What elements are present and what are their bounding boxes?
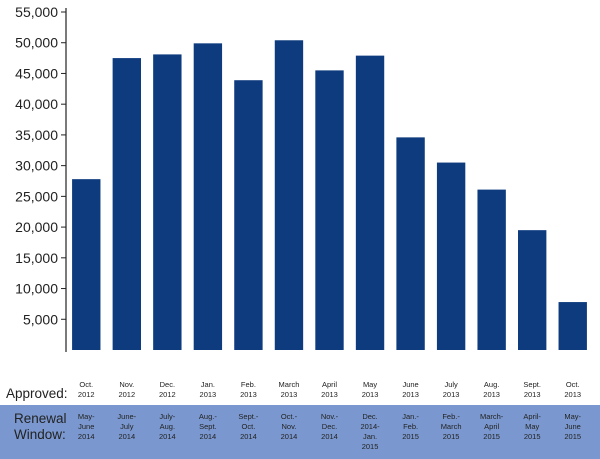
bar xyxy=(558,302,587,350)
approved-month-label: Nov. xyxy=(119,380,134,389)
approved-month-label: 2013 xyxy=(402,390,419,399)
approved-month-label: July xyxy=(444,380,458,389)
renewal-window-label: 2014 xyxy=(281,432,298,441)
approved-month-label: 2013 xyxy=(443,390,460,399)
approved-month-label: Feb. xyxy=(241,380,256,389)
renewal-window-label: Feb. xyxy=(403,422,418,431)
approved-month-label: 2012 xyxy=(78,390,95,399)
renewal-window-label: 2015 xyxy=(443,432,460,441)
approved-month-label: 2013 xyxy=(483,390,500,399)
bar xyxy=(518,230,547,350)
approved-month-label: 2013 xyxy=(524,390,541,399)
bar xyxy=(436,162,466,350)
renewal-row-label: Window: xyxy=(14,427,66,442)
renewal-window-label: 2014 xyxy=(240,432,257,441)
renewal-window-label: April xyxy=(484,422,499,431)
renewal-window-label: June xyxy=(565,422,581,431)
renewal-window-label: Nov.- xyxy=(321,412,339,421)
renewal-window-label: Aug.- xyxy=(199,412,217,421)
renewal-window-label: 2014 xyxy=(159,432,176,441)
approved-month-label: 2012 xyxy=(159,390,176,399)
bar xyxy=(355,55,385,351)
y-tick-label: 10,000 xyxy=(15,281,58,297)
renewal-window-label: 2014 xyxy=(78,432,95,441)
y-tick-label: 40,000 xyxy=(15,96,58,112)
renewal-window-label: July- xyxy=(159,412,175,421)
renewal-window-label: 2014 xyxy=(118,432,135,441)
renewal-window-label: Jan. xyxy=(363,432,377,441)
renewal-window-label: July xyxy=(120,422,134,431)
renewal-window-label: June xyxy=(78,422,94,431)
renewal-row: RenewalWindow:May-June2014June-July2014J… xyxy=(14,411,582,451)
renewal-window-label: March xyxy=(441,422,462,431)
renewal-window-band xyxy=(0,405,600,459)
bar xyxy=(274,40,304,350)
renewal-window-label: Feb.- xyxy=(442,412,460,421)
renewal-row-label: Renewal xyxy=(14,411,67,426)
bar xyxy=(477,189,506,350)
renewal-window-label: 2014 xyxy=(321,432,338,441)
bar xyxy=(315,70,344,350)
renewal-window-label: Dec. xyxy=(322,422,337,431)
renewal-window-label: May- xyxy=(78,412,95,421)
renewal-window-label: 2015 xyxy=(483,432,500,441)
y-tick-label: 20,000 xyxy=(15,219,58,235)
bar xyxy=(153,54,182,351)
approved-month-label: 2013 xyxy=(281,390,298,399)
approved-row-label: Approved: xyxy=(6,386,68,401)
approved-month-label: Jan. xyxy=(201,380,215,389)
approved-month-label: April xyxy=(322,380,337,389)
y-tick-label: 55,000 xyxy=(15,4,58,20)
renewal-window-label: May- xyxy=(564,412,581,421)
renewal-window-label: 2015 xyxy=(524,432,541,441)
renewal-window-label: Dec. xyxy=(362,412,377,421)
bar xyxy=(396,137,425,350)
y-axis: 5,000 10,000 15,000 20,000 25,000 30,000 35,00… xyxy=(15,4,67,352)
bar xyxy=(234,80,263,351)
approved-month-label: 2013 xyxy=(200,390,217,399)
renewal-window-label: 2015 xyxy=(402,432,419,441)
y-tick-label: 45,000 xyxy=(15,65,58,81)
renewal-window-label: April- xyxy=(523,412,541,421)
approved-month-label: 2013 xyxy=(362,390,379,399)
renewal-window-label: March- xyxy=(480,412,504,421)
approved-month-label: Aug. xyxy=(484,380,499,389)
approved-month-label: May xyxy=(363,380,377,389)
renewal-window-label: May xyxy=(525,422,539,431)
y-tick-label: 25,000 xyxy=(15,188,58,204)
bars xyxy=(72,40,587,351)
renewal-window-label: 2014- xyxy=(360,422,380,431)
approved-month-label: Sept. xyxy=(523,380,541,389)
renewal-window-label: June- xyxy=(117,412,136,421)
renewal-window-label: 2014 xyxy=(200,432,217,441)
renewal-window-label: 2015 xyxy=(564,432,581,441)
approved-row: Approved:Oct.2012Nov.2012Dec.2012Jan.201… xyxy=(6,380,581,401)
renewal-window-label: Jan.- xyxy=(402,412,419,421)
y-tick-label: 35,000 xyxy=(15,127,58,143)
renewal-window-label: Nov. xyxy=(282,422,297,431)
approved-month-label: 2013 xyxy=(240,390,257,399)
approved-month-label: Oct. xyxy=(79,380,93,389)
approved-month-label: June xyxy=(402,380,418,389)
bar xyxy=(193,43,223,350)
y-tick-label: 5,000 xyxy=(23,311,58,327)
bar xyxy=(72,179,101,350)
approved-month-label: 2013 xyxy=(564,390,581,399)
y-tick-label: 30,000 xyxy=(15,158,58,174)
approved-month-label: 2013 xyxy=(321,390,338,399)
renewal-window-label: Oct.- xyxy=(281,412,298,421)
renewal-window-label: Sept. xyxy=(199,422,217,431)
approved-month-label: Dec. xyxy=(160,380,175,389)
renewal-window-label: Oct. xyxy=(242,422,256,431)
y-tick-label: 50,000 xyxy=(15,35,58,51)
approved-month-label: 2012 xyxy=(118,390,135,399)
renewal-window-label: Sept.- xyxy=(238,412,259,421)
renewal-window-label: Aug. xyxy=(160,422,175,431)
bar xyxy=(112,58,141,350)
approved-month-label: March xyxy=(279,380,300,389)
approved-month-label: Oct. xyxy=(566,380,580,389)
y-tick-label: 15,000 xyxy=(15,250,58,266)
renewal-window-label: 2015 xyxy=(362,442,379,451)
